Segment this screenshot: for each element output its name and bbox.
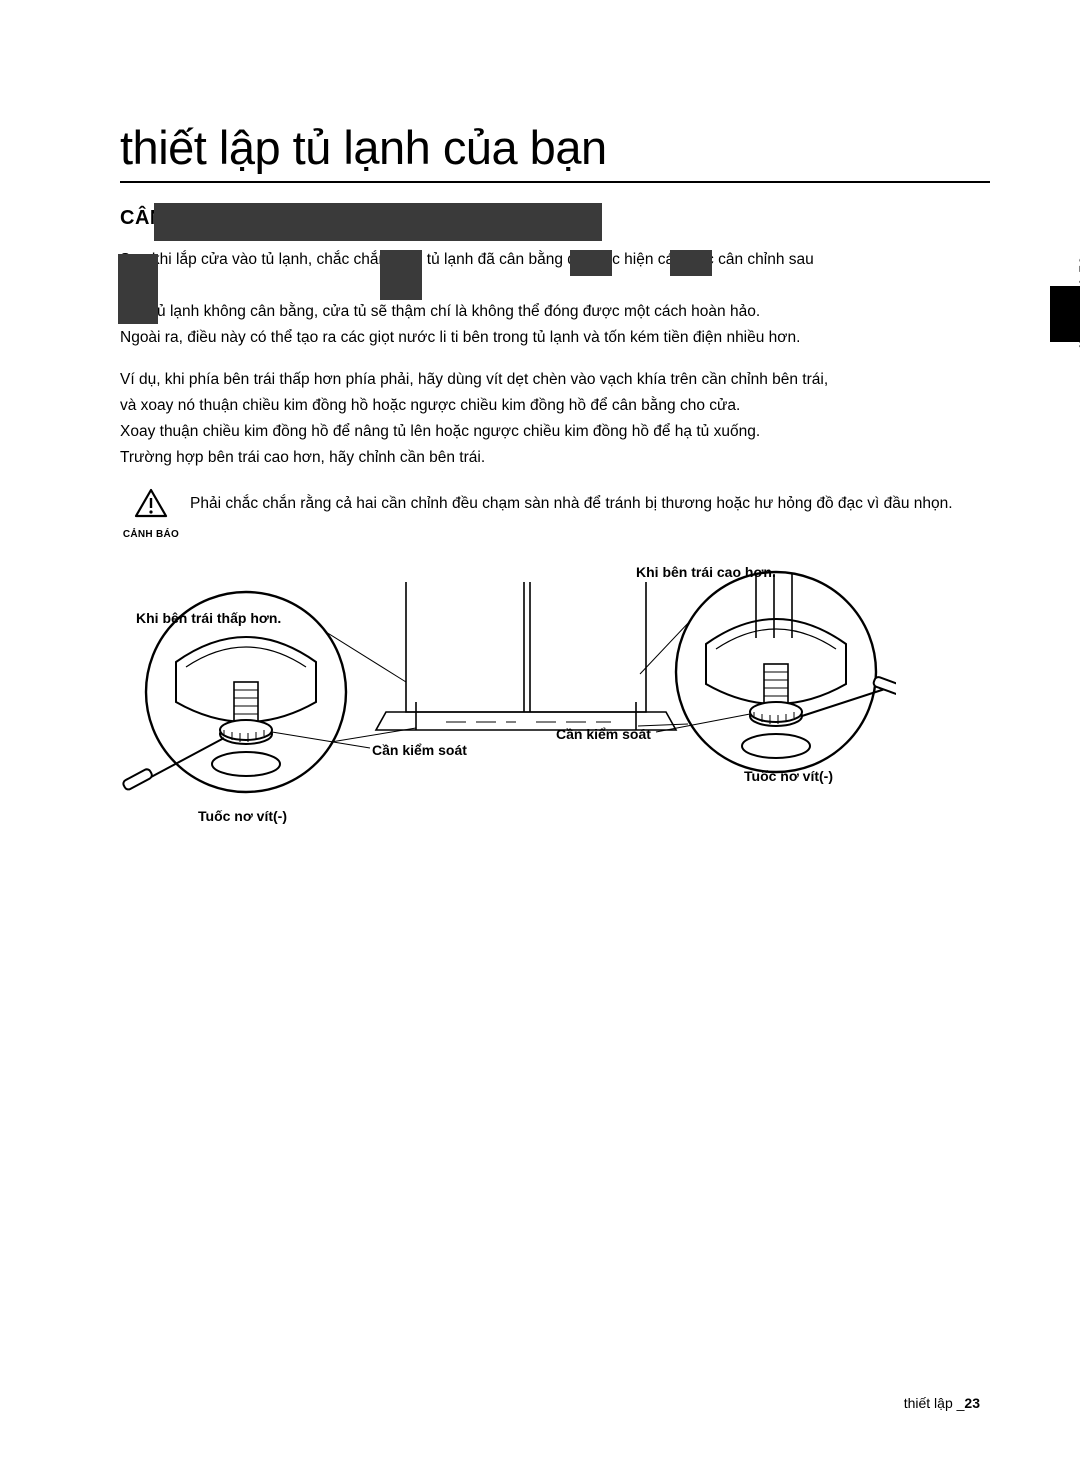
text-line: và xoay nó thuận chiều kim đồng hồ hoặc … — [120, 394, 990, 418]
text-line: đạc vì đầu nhọn. — [838, 495, 953, 512]
footer-text: thiết lập _ — [904, 1395, 965, 1411]
label-control-left: Cần kiểm soát — [372, 742, 467, 758]
side-tab: 01 THIẾT LẬP — [1050, 286, 1080, 576]
side-tab-label: 01 THIẾT LẬP — [1076, 257, 1080, 354]
paragraph-1: Sau khi lắp cửa vào tủ lạnh, chắc chắn r… — [120, 248, 990, 350]
warning-block: CẢNH BÁO Phải chắc chắn rằng cả hai cần … — [120, 488, 990, 542]
label-control-right: Cần kiểm soát — [556, 726, 651, 742]
leveling-diagram: Khi bên trái thấp hơn. Khi bên trái cao … — [116, 552, 896, 832]
text-line: Ví dụ, khi phía bên trái thấp hơn phía p… — [120, 368, 990, 392]
redaction-bar — [670, 250, 712, 276]
text-line: Sau khi lắp cửa vào tủ lạnh, chắc chắn r… — [120, 248, 990, 272]
text-line: Xoay thuận chiều kim đồng hồ để nâng tủ … — [120, 420, 990, 444]
text-line: cùng. — [120, 274, 990, 298]
text-line: Trường hợp bên trái cao hơn, hãy chỉnh c… — [120, 446, 990, 470]
redaction-bar — [570, 250, 612, 276]
warning-text: Phải chắc chắn rằng cả hai cần chỉnh đều… — [190, 488, 990, 515]
page-footer: thiết lập _23 — [904, 1395, 980, 1411]
diagram-svg — [116, 552, 896, 832]
text-line: Phải chắc chắn rằng cả hai cần chỉnh đều… — [190, 495, 834, 512]
label-screwdriver-right: Tuốc nơ vít(-) — [744, 768, 833, 784]
footer-page-number: 23 — [964, 1395, 980, 1411]
label-left-higher: Khi bên trái cao hơn. — [636, 564, 776, 580]
redaction-bar — [118, 254, 158, 324]
label-screwdriver-left: Tuốc nơ vít(-) — [198, 808, 287, 824]
redaction-bar — [342, 203, 602, 241]
warning-label: CẢNH BÁO — [123, 527, 179, 542]
redaction-bar — [154, 203, 344, 241]
text-line: Nếu tủ lạnh không cân bằng, cửa tủ sẽ th… — [120, 300, 990, 324]
paragraph-2: Ví dụ, khi phía bên trái thấp hơn phía p… — [120, 368, 990, 470]
label-left-lower: Khi bên trái thấp hơn. — [136, 610, 281, 626]
redaction-bar — [380, 250, 422, 300]
manual-page: thiết lập tủ lạnh của bạn CÂN CHỈNH CỬA … — [0, 0, 1080, 1469]
warning-triangle-icon — [134, 488, 168, 525]
warning-icon-column: CẢNH BÁO — [120, 488, 182, 542]
text-line: Ngoài ra, điều này có thể tạo ra các giọ… — [120, 326, 990, 350]
page-title: thiết lập tủ lạnh của bạn — [120, 120, 990, 183]
